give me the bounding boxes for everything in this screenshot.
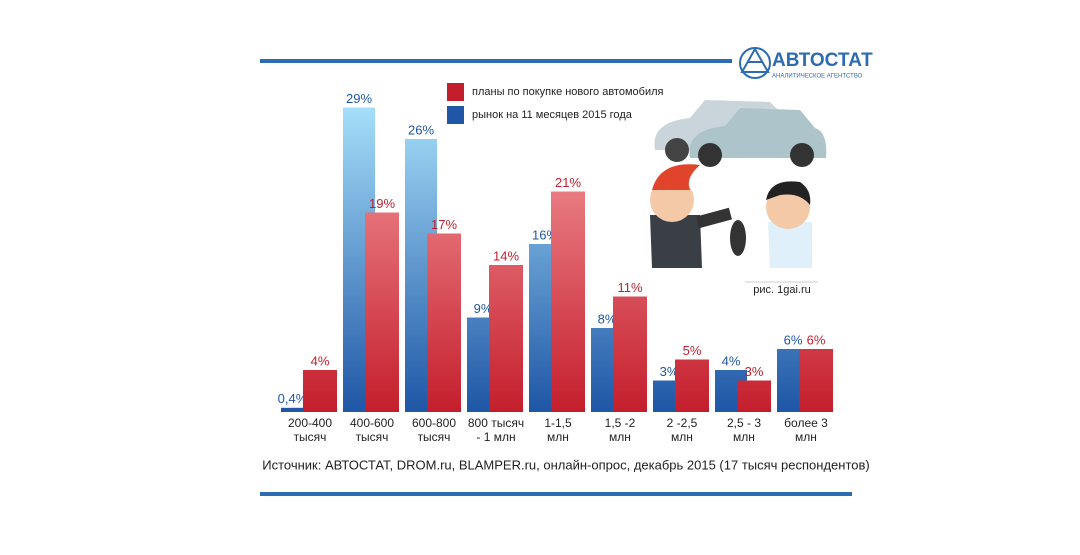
value-label: 9% bbox=[474, 301, 493, 316]
value-label: 29% bbox=[346, 91, 372, 106]
value-label: 11% bbox=[617, 280, 642, 295]
x-tick-label: 1-1,5 bbox=[544, 416, 572, 430]
x-tick-label: 400-600 bbox=[350, 416, 394, 430]
x-tick-label: млн bbox=[733, 430, 755, 444]
value-label: 3% bbox=[745, 364, 764, 379]
illustration bbox=[650, 100, 827, 283]
x-tick-label: тысяч bbox=[418, 430, 451, 444]
x-tick-label: тысяч bbox=[294, 430, 327, 444]
x-tick-label: 800 тысяч bbox=[468, 416, 524, 430]
value-label: 3% bbox=[660, 364, 679, 379]
value-label: 4% bbox=[311, 353, 330, 368]
value-label: 14% bbox=[493, 248, 519, 263]
x-tick-label: млн bbox=[795, 430, 817, 444]
image-credit: рис. 1gai.ru bbox=[753, 284, 811, 296]
logo-icon bbox=[739, 46, 771, 79]
bar bbox=[303, 370, 337, 412]
value-label: 4% bbox=[722, 353, 741, 368]
x-tick-label: - 1 млн bbox=[476, 430, 515, 444]
x-tick-label: более 3 bbox=[784, 416, 828, 430]
x-tick-label: млн bbox=[609, 430, 631, 444]
x-tick-label: 2 -2,5 bbox=[667, 416, 698, 430]
value-label: 8% bbox=[598, 311, 617, 326]
bar bbox=[281, 407, 304, 412]
bar bbox=[799, 349, 833, 412]
x-tick-label: млн bbox=[547, 430, 569, 444]
legend-label: планы по покупке нового автомобиля bbox=[472, 86, 664, 98]
legend-label: рынок на 11 месяцев 2015 года bbox=[472, 109, 633, 121]
value-label: 0,4% bbox=[278, 391, 308, 406]
bar bbox=[427, 233, 461, 412]
bar bbox=[489, 265, 523, 412]
value-label: 26% bbox=[408, 122, 434, 137]
bar bbox=[613, 296, 647, 412]
x-tick-label: млн bbox=[671, 430, 693, 444]
x-tick-label: 600-800 bbox=[412, 416, 456, 430]
x-tick-label: 2,5 - 3 bbox=[727, 416, 761, 430]
value-label: 17% bbox=[431, 217, 457, 232]
logo-text: АВТОСТАТ bbox=[772, 50, 873, 71]
bar bbox=[551, 191, 585, 412]
bar bbox=[737, 380, 771, 412]
value-label: 19% bbox=[369, 196, 395, 211]
legend-swatch bbox=[447, 83, 464, 101]
x-tick-label: тысяч bbox=[356, 430, 389, 444]
logo-subtitle: АНАЛИТИЧЕСКОЕ АГЕНТСТВО bbox=[772, 74, 863, 80]
value-label: 6% bbox=[807, 332, 826, 347]
value-label: 21% bbox=[555, 175, 581, 190]
x-tick-label: 1,5 -2 bbox=[605, 416, 636, 430]
bar bbox=[365, 212, 399, 412]
bar bbox=[675, 359, 709, 412]
legend-swatch bbox=[447, 106, 464, 124]
source-note: Источник: АВТОСТАТ, DROM.ru, BLAMPER.ru,… bbox=[262, 457, 870, 472]
value-label: 5% bbox=[683, 343, 702, 358]
x-tick-label: 200-400 bbox=[288, 416, 332, 430]
value-label: 6% bbox=[784, 332, 803, 347]
